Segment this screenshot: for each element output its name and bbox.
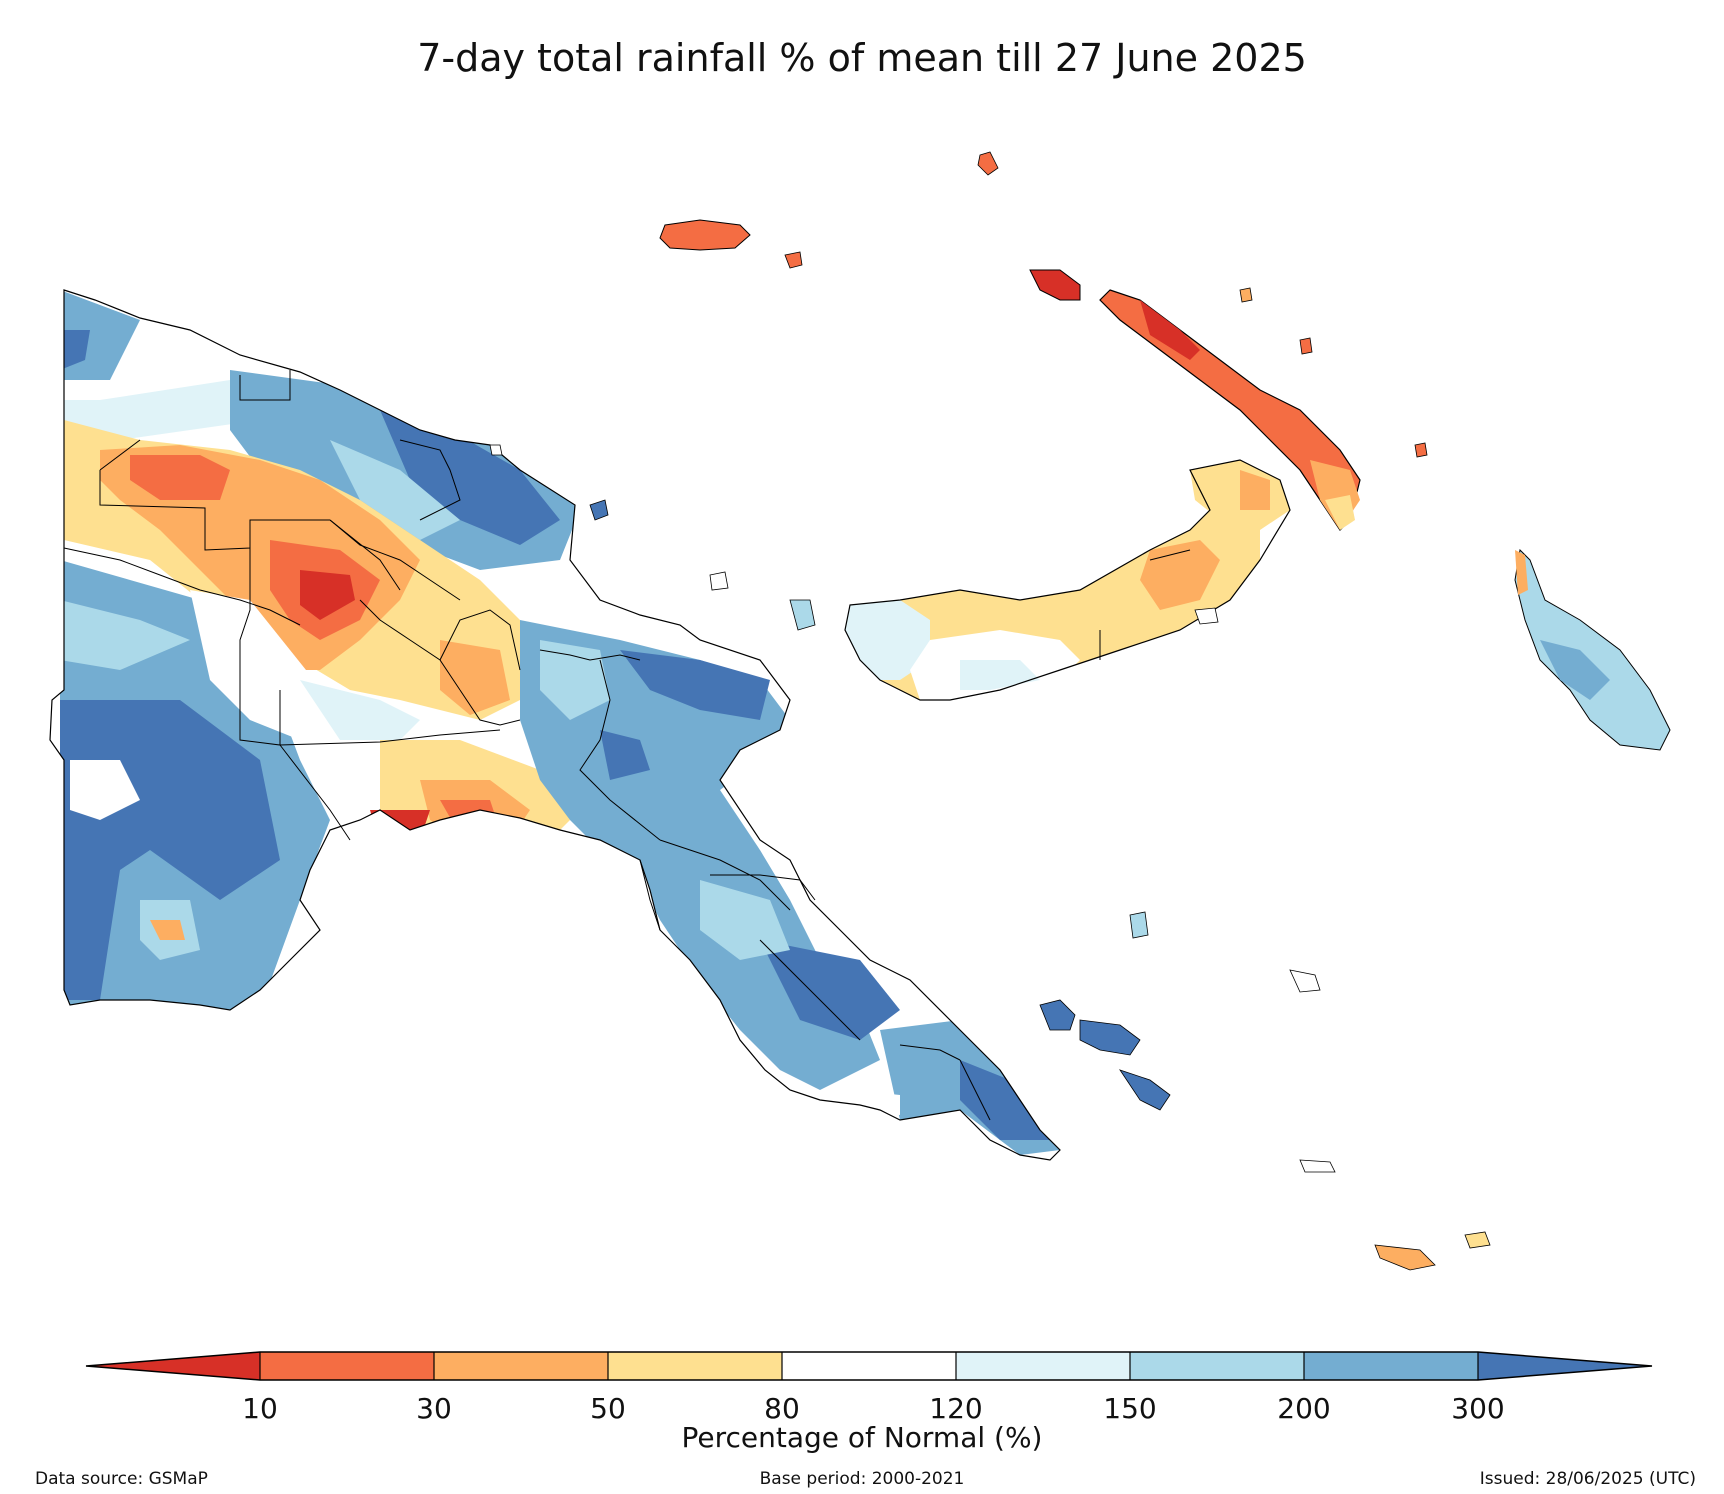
goodenough-island xyxy=(1039,999,1076,1031)
colorbar-tick-150: 150 xyxy=(1103,1392,1157,1425)
new-britain xyxy=(844,459,1291,701)
colorbar-segment-120-150 xyxy=(956,1352,1130,1380)
colorbar-segment-80-120 xyxy=(782,1352,956,1380)
colorbar-tick-50: 50 xyxy=(590,1392,626,1425)
colorbar-tick-10: 10 xyxy=(242,1392,278,1425)
colorbar-label: Percentage of Normal (%) xyxy=(681,1421,1043,1454)
colorbar-segment-150-200 xyxy=(1130,1352,1304,1380)
mainland-anomaly xyxy=(60,290,1060,1155)
colorbar-segment-below-10 xyxy=(86,1352,260,1380)
colorbar-segment-above-300 xyxy=(1478,1352,1652,1380)
colorbar-tick-300: 300 xyxy=(1451,1392,1505,1425)
small-islands xyxy=(489,287,1428,1173)
colorbar-dividers xyxy=(259,1352,1479,1380)
data-source-note: Data source: GSMaP xyxy=(35,1469,208,1489)
colorbar-tick-120: 120 xyxy=(929,1392,983,1425)
colorbar-segment-50-80 xyxy=(608,1352,782,1380)
manus-island xyxy=(659,219,751,251)
province-borders xyxy=(63,370,991,1121)
islet-manus-east xyxy=(784,251,803,269)
colorbar-tick-200: 200 xyxy=(1277,1392,1331,1425)
colorbar xyxy=(85,1351,1653,1381)
new-ireland xyxy=(1029,269,1361,531)
bougainville xyxy=(1514,548,1671,751)
map-title: 7-day total rainfall % of mean till 27 J… xyxy=(417,36,1307,80)
colorbar-segment-30-50 xyxy=(434,1352,608,1380)
fergusson-island xyxy=(1079,1019,1141,1056)
rossel-island xyxy=(1374,1244,1436,1271)
base-period-note: Base period: 2000-2021 xyxy=(759,1469,965,1489)
colorbar-segment-200-300 xyxy=(1304,1352,1478,1380)
islet-southeast xyxy=(1464,1231,1491,1249)
issued-date-note: Issued: 28/06/2025 (UTC) xyxy=(1479,1469,1696,1489)
islet-north xyxy=(977,151,999,176)
normanby-island xyxy=(1119,1069,1171,1111)
colorbar-segment-10-30 xyxy=(260,1352,434,1380)
colorbar-tick-30: 30 xyxy=(416,1392,452,1425)
colorbar-tick-80: 80 xyxy=(764,1392,800,1425)
